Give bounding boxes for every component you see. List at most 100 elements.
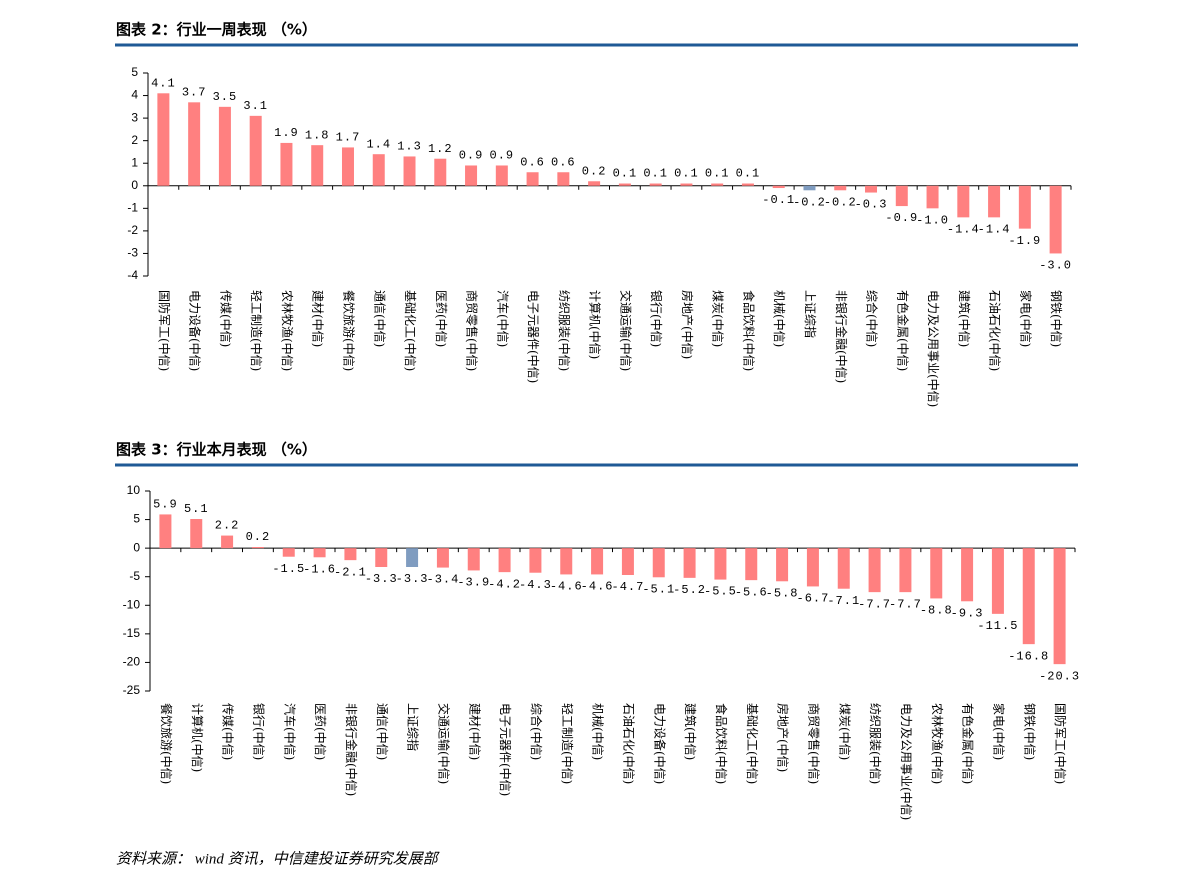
value-label: -5.2 [673,583,706,597]
bar [741,183,754,186]
bar [313,548,326,558]
x-tick-label: 非银行金融(中信) [834,290,849,383]
bar [406,548,419,567]
x-tick-label: 传媒(中信) [221,703,236,760]
value-label: -2.1 [334,565,367,579]
x-tick-label: 有色金属(中信) [961,703,976,784]
value-label: -9.3 [951,606,984,620]
bar [529,548,542,573]
value-label: -1.0 [916,214,949,228]
x-tick-label: 轻工制造(中信) [249,290,264,371]
x-tick-label: 钢铁(中信) [1049,290,1064,347]
y-tick-label: -10 [123,597,141,611]
bar [899,548,912,593]
bar [772,185,785,189]
value-label: 0.6 [520,155,545,169]
x-tick-label: 机械(中信) [591,703,606,760]
y-tick-label: -5 [129,569,140,583]
bar [649,183,662,186]
bar [618,183,631,186]
value-label: 0.2 [246,530,271,544]
x-tick-label: 通信(中信) [372,290,387,347]
x-tick-label: 电力设备(中信) [652,703,667,784]
y-tick-label: 0 [131,178,138,192]
value-label: -3.3 [365,572,398,586]
y-tick-label: 5 [133,512,140,526]
value-label: 0.1 [705,167,730,181]
value-label: 3.7 [182,85,207,99]
x-tick-label: 综合(中信) [529,703,544,760]
bar [683,548,696,578]
y-tick-label: -2 [127,223,138,237]
value-label: -4.3 [519,578,552,592]
x-tick-label: 钢铁(中信) [1022,703,1037,760]
x-tick-label: 商贸零售(中信) [806,703,821,784]
source-note: 资料来源： wind 资讯，中信建投证券研究发展部 [116,850,441,867]
bar [714,548,727,580]
bar [560,548,573,575]
x-tick-label: 银行(中信) [251,703,266,760]
x-tick-label: 综合(中信) [865,290,880,347]
value-label: 1.3 [397,140,422,154]
bar [465,165,478,186]
value-label: -8.8 [920,604,953,618]
x-tick-label: 食品饮料(中信) [741,290,756,371]
bar [930,548,943,599]
y-tick-label: 3 [131,110,138,124]
bar [680,183,693,186]
x-tick-label: 轻工制造(中信) [560,703,575,784]
bar [341,147,354,186]
value-label: -5.5 [704,585,737,599]
x-tick-label: 电力及公用事业(中信) [899,703,914,820]
x-tick-label: 医药(中信) [434,290,449,347]
bar [621,548,634,575]
x-tick-label: 建筑(中信) [957,290,972,347]
value-label: -3.0 [1039,259,1072,273]
bar [961,548,974,602]
value-label: -1.6 [303,562,336,576]
bar [467,548,480,571]
x-tick-label: 计算机(中信) [588,290,603,359]
x-tick-label: 纺织服装(中信) [557,290,572,371]
value-label: 3.1 [243,99,268,113]
bar [372,154,385,186]
value-label: -4.6 [581,580,614,594]
value-label: 0.1 [736,167,761,181]
bar [159,514,172,549]
value-label: -0.1 [762,193,795,207]
value-label: 0.9 [459,149,484,163]
x-tick-label: 食品饮料(中信) [714,703,729,784]
bar [495,165,508,186]
x-tick-label: 房地产(中信) [776,703,791,772]
value-label: 1.7 [336,131,361,145]
value-label: -3.3 [396,572,429,586]
value-label: 5.9 [153,498,178,512]
value-label: -1.4 [947,223,980,237]
value-label: -1.5 [272,562,305,576]
bar [375,548,388,567]
y-tick-label: -3 [127,246,138,260]
x-tick-label: 上证综指 [803,290,818,338]
bar [834,185,847,191]
x-tick-label: 农林牧渔(中信) [280,290,295,371]
bar [868,548,881,593]
value-label: -1.9 [1008,234,1041,248]
value-label: 1.4 [366,137,391,151]
y-tick-label: 0 [133,540,140,554]
x-tick-label: 通信(中信) [375,703,390,760]
value-label: -5.1 [642,582,675,596]
bar [711,183,724,186]
x-tick-label: 银行(中信) [649,290,664,347]
bar [895,185,908,207]
value-label: -16.8 [1008,649,1049,663]
x-tick-label: 传媒(中信) [218,290,233,347]
value-label: 0.1 [674,167,699,181]
x-tick-label: 计算机(中信) [190,703,205,772]
x-tick-label: 房地产(中信) [680,290,695,359]
value-label: -0.2 [824,195,857,209]
y-tick-label: -25 [123,683,141,697]
y-tick-label: 1 [131,155,138,169]
bar [282,548,295,557]
bar [190,519,203,549]
bar [803,185,816,191]
